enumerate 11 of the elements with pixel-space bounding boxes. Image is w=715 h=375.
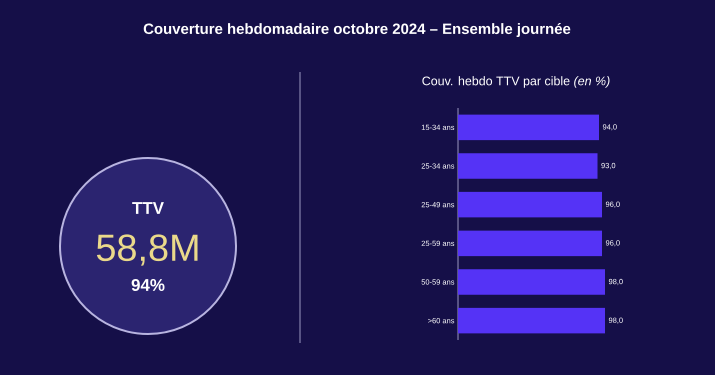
bar <box>458 230 602 256</box>
bar <box>458 114 600 140</box>
text: TTV <box>132 202 164 214</box>
bar <box>458 153 598 179</box>
text: Couverture hebdomadaire octobre 2024 – Ensemble journée <box>144 22 570 38</box>
bar <box>458 192 602 218</box>
text: 94% <box>132 279 164 291</box>
text: 58,8M <box>96 234 198 266</box>
chart-title: Couv. hebdo TTV par cible (en %) <box>422 76 610 88</box>
bar <box>458 308 606 334</box>
bar <box>458 269 606 295</box>
